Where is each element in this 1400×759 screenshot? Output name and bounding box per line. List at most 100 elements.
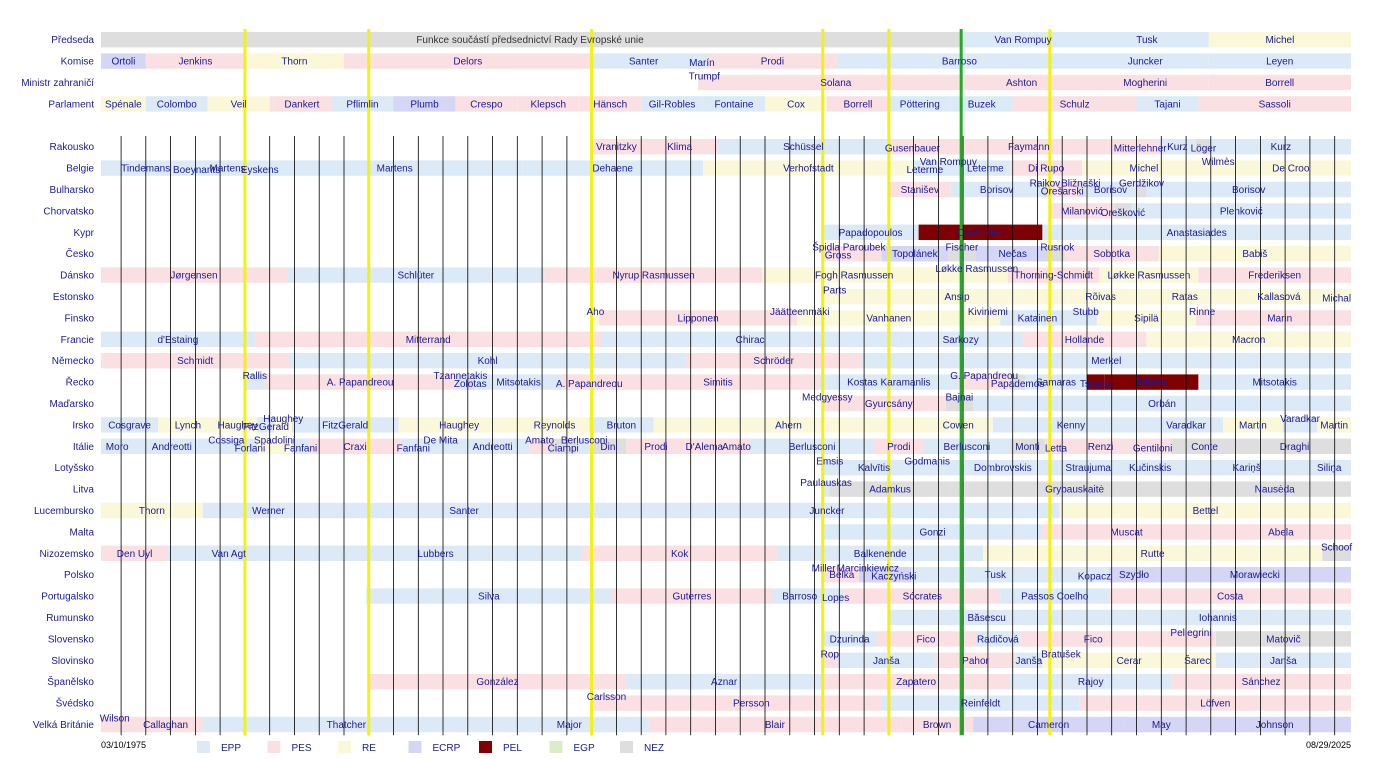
leader-segment — [1084, 609, 1351, 626]
leader-segment — [594, 502, 1060, 519]
leader-label: Juncker — [1128, 57, 1164, 68]
leader-segment — [822, 288, 847, 305]
leader-label: De Croo — [1272, 164, 1310, 175]
leader-label: Eyskens — [241, 165, 279, 176]
leader-segment — [888, 96, 951, 112]
leader-segment — [822, 524, 1043, 540]
leader-label: Adamkus — [869, 485, 911, 496]
leader-label: Iohannis — [1199, 613, 1237, 624]
leader-segment — [777, 545, 983, 561]
leader-label: Costa — [1217, 592, 1244, 603]
leader-label: Wilmès — [1202, 157, 1235, 168]
leader-segment — [1042, 524, 1211, 540]
leader-segment — [1049, 246, 1065, 262]
leader-label: Martin — [1239, 420, 1267, 431]
leader-label: Gusenbauer — [885, 144, 941, 155]
leader-segment — [1136, 96, 1199, 112]
leader-label: Løkke Rasmussen — [935, 264, 1018, 275]
leader-segment — [601, 331, 899, 347]
leader-segment — [579, 96, 642, 112]
leader-segment — [881, 246, 949, 262]
leader-label: Renzi — [1088, 442, 1114, 453]
leader-label: Siliņa — [1317, 463, 1342, 474]
leader-segment — [703, 96, 765, 112]
presidency-note: Funkce součástí předsednictví Rady Evrop… — [416, 35, 644, 46]
leader-segment — [455, 374, 466, 390]
leader-label: Rutte — [1141, 549, 1165, 560]
row-label: Česko — [66, 247, 95, 260]
leader-segment — [1074, 310, 1097, 326]
leader-label: Merkel — [1091, 356, 1121, 367]
leader-label: Passos Coelho — [1021, 592, 1089, 603]
leader-segment — [1196, 139, 1211, 155]
leader-label: Ashton — [1006, 78, 1037, 89]
leader-segment — [1010, 374, 1026, 390]
leader-segment — [292, 438, 310, 454]
leader-label: Thorn — [281, 57, 307, 68]
leader-segment — [101, 417, 159, 433]
leader-segment — [264, 374, 456, 390]
leader-label: Fico — [917, 634, 936, 645]
leader-label: Rajoy — [1078, 677, 1104, 688]
leader-segment — [1049, 203, 1115, 219]
leader-segment — [992, 417, 1149, 433]
leader-segment — [561, 374, 617, 390]
leader-segment — [1134, 438, 1172, 454]
leader-label: Bruton — [607, 420, 636, 431]
legend-label: NEZ — [644, 743, 664, 754]
leader-segment — [822, 460, 837, 476]
leader-segment — [1171, 674, 1351, 690]
leader-label: Paulauskas — [800, 478, 852, 489]
leader-segment — [133, 438, 211, 454]
leader-segment — [1196, 310, 1209, 326]
leader-segment — [1010, 160, 1082, 176]
leader-segment — [1109, 567, 1159, 583]
leader-label: Szydło — [1119, 570, 1149, 581]
leader-segment — [1000, 588, 1110, 604]
leader-label: Leterme — [906, 165, 943, 176]
leader-label: Blair — [765, 720, 786, 731]
leader-label: Solana — [820, 78, 852, 89]
leader-label: Borisov — [980, 185, 1013, 196]
leader-segment — [1079, 695, 1351, 711]
leader-label: Wilson — [100, 714, 130, 725]
leader-segment — [961, 74, 1083, 91]
leader-segment — [797, 310, 803, 326]
leader-label: Reinfeldt — [961, 699, 1001, 710]
row-label: Slovensko — [48, 634, 95, 645]
leader-label: Kohl — [478, 356, 498, 367]
leader-segment — [269, 96, 273, 112]
leader-label: Buzek — [968, 99, 997, 110]
leader-segment — [913, 160, 936, 176]
leader-label: Pellegrini — [1170, 628, 1211, 639]
row-label: Polsko — [64, 570, 94, 581]
leader-segment — [1020, 631, 1167, 647]
leader-segment — [923, 438, 1011, 454]
leader-label: Bajnai — [945, 393, 973, 404]
leader-segment — [393, 96, 456, 112]
leader-segment — [1158, 567, 1351, 583]
leader-segment — [881, 695, 1080, 711]
leader-segment — [1210, 524, 1351, 540]
leader-segment — [888, 181, 951, 198]
leader-label: Raikov — [1030, 179, 1061, 190]
leader-segment — [455, 96, 518, 112]
leader-label: Macron — [1232, 335, 1265, 346]
row-label: Předseda — [51, 35, 94, 46]
leader-label: Santer — [629, 57, 659, 68]
leader-label: Morawiecki — [1230, 570, 1280, 581]
leader-label: Moro — [106, 442, 129, 453]
leader-segment — [1171, 438, 1239, 454]
leader-segment — [1012, 96, 1137, 112]
leader-segment — [599, 310, 798, 326]
leader-label: Schulz — [1060, 99, 1090, 110]
leader-label: A. Papandreou — [556, 379, 623, 390]
leader-segment — [1282, 417, 1318, 433]
leader-label: Emsis — [816, 457, 843, 468]
leader-segment — [1186, 460, 1308, 476]
leader-label: Gyurcsány — [865, 399, 913, 410]
leader-label: Amato — [525, 435, 554, 446]
leader-label: Katainen — [1018, 313, 1057, 324]
leader-label: Veil — [231, 99, 247, 110]
